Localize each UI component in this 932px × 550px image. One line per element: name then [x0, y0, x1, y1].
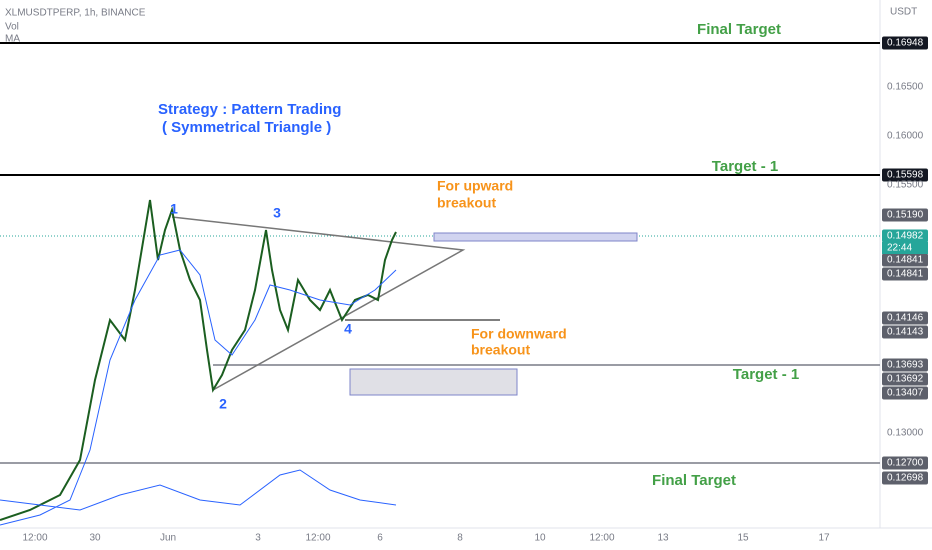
price-tag [882, 456, 928, 470]
price-label: 0.16948 [887, 38, 924, 49]
indicator: Vol [5, 22, 19, 33]
currency: USDT [890, 7, 917, 18]
price-label: 0.13692 [887, 374, 924, 385]
price-label: 0.15598 [887, 170, 924, 181]
price-tag [882, 168, 928, 182]
moving-average [0, 249, 397, 526]
price-tag [882, 471, 928, 485]
wave-label: 2 [219, 396, 227, 412]
price-tag [882, 358, 928, 372]
price-label: 0.14146 [887, 313, 924, 324]
indicator: MA [5, 34, 20, 45]
volume-average [0, 469, 397, 511]
triangle [171, 216, 466, 391]
target-box [433, 232, 638, 242]
time-label: 12:00 [305, 533, 330, 544]
price-label: 0.12700 [887, 458, 924, 469]
annotation: Final Target [652, 472, 736, 489]
annotation: For upward [437, 178, 513, 194]
time-label: 6 [377, 533, 383, 544]
price-label: 0.13407 [887, 388, 924, 399]
symbol: XLMUSDTPERP, 1h, BINANCE [5, 8, 146, 19]
wave-label: 3 [273, 205, 281, 221]
price-label: 0.12698 [887, 473, 924, 484]
annotation: Target - 1 [712, 158, 778, 175]
price-label: 0.13000 [887, 428, 924, 439]
annotation: breakout [437, 195, 496, 211]
price-tag [882, 386, 928, 400]
annotation: Final Target [697, 21, 781, 38]
price-tag [882, 253, 928, 267]
time-label: 12:00 [589, 533, 614, 544]
price-label: 0.16500 [887, 82, 924, 93]
time-label: 3 [255, 533, 261, 544]
time-label: 30 [89, 533, 101, 544]
time-label: 10 [534, 533, 546, 544]
price-tag [882, 208, 928, 222]
price-tag [882, 36, 928, 50]
annotation: ( Symmetrical Triangle ) [162, 119, 331, 136]
price-path [0, 199, 397, 521]
annotation: Target - 1 [733, 366, 799, 383]
price-label: 0.15190 [887, 210, 924, 221]
annotation: breakout [471, 342, 530, 358]
time-label: 13 [657, 533, 669, 544]
price-label: 0.13693 [887, 360, 924, 371]
annotation: For downward [471, 326, 567, 342]
annotation: Strategy : Pattern Trading [158, 101, 341, 118]
price-label: 0.15500 [887, 180, 924, 191]
wave-label: 1 [170, 201, 178, 217]
time-label: Jun [160, 533, 176, 544]
time-label: 17 [818, 533, 830, 544]
time-label: 15 [737, 533, 749, 544]
price-tag [882, 229, 928, 243]
price-label: 0.14841 [887, 269, 924, 280]
price-label: 0.14982 [887, 231, 924, 242]
wave-label: 4 [344, 321, 352, 337]
countdown: 22:44 [887, 243, 912, 254]
time-label: 8 [457, 533, 463, 544]
price-label: 0.14143 [887, 327, 924, 338]
price-label: 0.16000 [887, 131, 924, 142]
price-tag [882, 372, 928, 386]
price-tag [882, 242, 928, 254]
price-tag [882, 267, 928, 281]
time-label: 12:00 [22, 533, 47, 544]
price-label: 0.14841 [887, 255, 924, 266]
price-tag [882, 325, 928, 339]
target-box [349, 368, 518, 396]
price-tag [882, 311, 928, 325]
